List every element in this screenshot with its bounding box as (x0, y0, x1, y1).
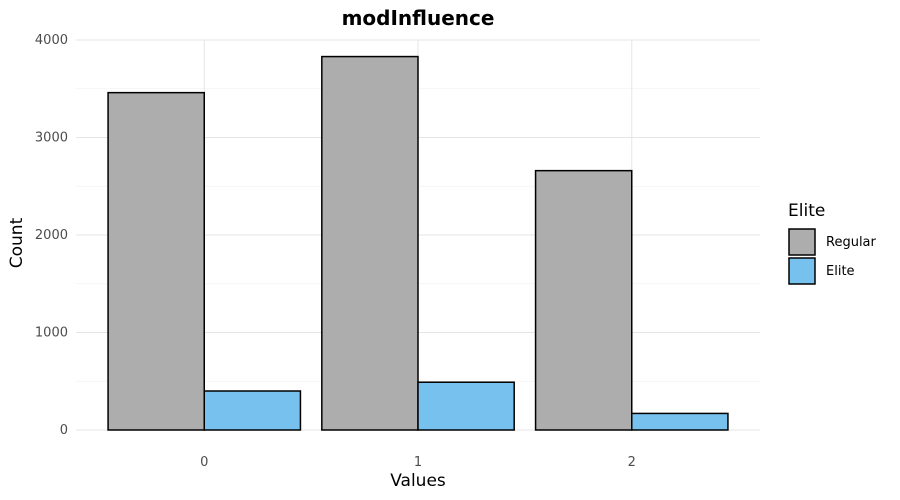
legend-label-elite: Elite (826, 264, 855, 279)
chart-title: modInfluence (342, 6, 495, 30)
y-tick-label: 0 (60, 423, 68, 438)
y-tick-label: 1000 (35, 326, 68, 341)
bar-elite-0 (203, 390, 302, 431)
legend-swatch-regular (788, 228, 816, 256)
bar-elite-2 (631, 412, 729, 431)
x-axis-ticks: 0 1 2 (200, 455, 636, 470)
x-axis-title: Values (390, 471, 446, 491)
legend-title: Elite (788, 201, 825, 221)
y-axis-ticks: 0 1000 2000 3000 4000 (35, 33, 68, 438)
y-tick-label: 3000 (35, 131, 68, 146)
bar-regular-0 (107, 91, 205, 431)
x-tick-label: 2 (628, 455, 636, 470)
x-tick-label: 1 (414, 455, 422, 470)
y-axis-title: Count (7, 217, 27, 268)
y-tick-label: 2000 (35, 228, 68, 243)
bar-elite-1 (417, 381, 515, 431)
bar-regular-1 (321, 55, 419, 431)
bars (107, 55, 729, 431)
y-tick-label: 4000 (35, 33, 68, 48)
bar-regular-2 (534, 169, 633, 431)
legend-label-regular: Regular (826, 235, 877, 250)
legend-swatch-elite (788, 257, 816, 285)
x-tick-label: 0 (200, 455, 208, 470)
